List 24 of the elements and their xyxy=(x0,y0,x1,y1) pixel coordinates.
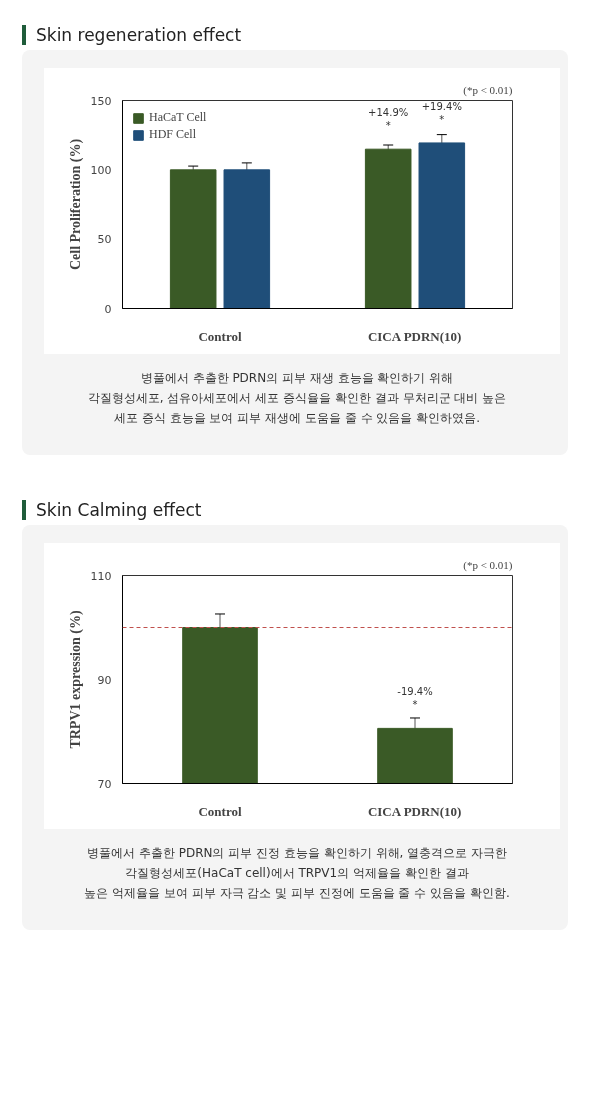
chart-title: Skin Calming effect xyxy=(36,500,202,520)
y-tick-label: 100 xyxy=(90,163,112,177)
text: 병풀에서 추출한 PDRN의 피부 재생 효능을 확인하기 위해 각질형성세포, 섬유아세포에서 세포 증식율을 확인한 결과 무처리군 대비 높은 세포 증식 효능을 보여 피부 재생에 도움을 줄 수 있음을 확인하였음. xyxy=(87,370,507,427)
text: (*p < 0.01) xyxy=(463,83,513,97)
chart-title: Skin regeneration effect xyxy=(36,25,242,45)
annotation: +19.4% * xyxy=(421,100,462,125)
y-tick-label: 0 xyxy=(104,302,112,316)
legend-label: HDF Cell xyxy=(149,127,197,142)
y-tick-label: 70 xyxy=(97,777,112,791)
text: 병풀에서 추출한 PDRN의 피부 진정 효능을 확인하기 위해, 열충격으로 자극한 각질형성세포(HaCaT cell)에서 TRPV1의 억제율을 확인한 결과 높은 억제율을 보여 피부 자극 감소 및 피부 진정에 도움을 줄 수 있음을 확인함. xyxy=(84,845,510,902)
y-axis-title: TRPV1 expression (%) xyxy=(67,610,84,749)
x-tick-label: CICA PDRN(10) xyxy=(367,803,462,819)
y-axis-title: Cell Proliferation (%) xyxy=(67,138,84,271)
y-tick-label: 110 xyxy=(90,569,112,583)
y-tick-label: 90 xyxy=(97,673,112,687)
annotation: -19.4% * xyxy=(397,686,433,711)
y-tick-label: 50 xyxy=(97,233,112,247)
text: (*p < 0.01) xyxy=(463,558,513,572)
annotation: +14.9% * xyxy=(368,106,409,132)
x-tick-label: Control xyxy=(198,803,242,819)
legend-label: HaCaT Cell xyxy=(149,110,207,125)
y-tick-label: 150 xyxy=(90,94,112,108)
x-tick-label: Control xyxy=(198,328,242,344)
x-tick-label: CICA PDRN(10) xyxy=(367,328,462,344)
